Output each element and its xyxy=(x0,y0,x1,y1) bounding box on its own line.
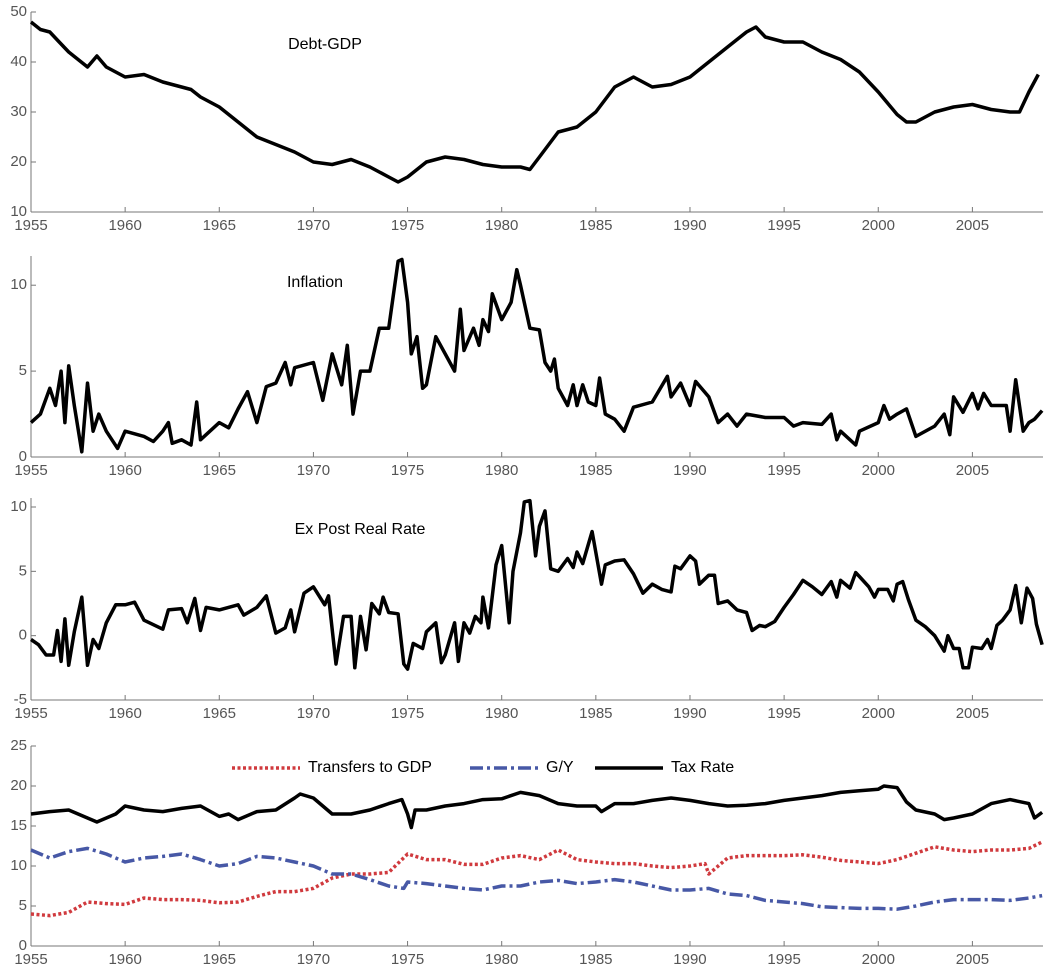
x-tick-label: 1980 xyxy=(485,462,518,479)
series-line xyxy=(29,20,1040,184)
y-tick-label: 40 xyxy=(10,53,27,70)
x-tick-label: 1975 xyxy=(391,217,424,234)
x-tick-label: 1990 xyxy=(673,217,706,234)
x-tick-label: 1960 xyxy=(108,951,141,968)
x-tick-label: 1955 xyxy=(14,217,47,234)
x-tick-label: 1970 xyxy=(297,217,330,234)
x-tick-label: 1960 xyxy=(108,462,141,479)
x-tick-label: 1965 xyxy=(203,951,236,968)
x-tick-label: 1960 xyxy=(108,705,141,722)
x-tick-label: 1990 xyxy=(673,462,706,479)
y-tick-label: 30 xyxy=(10,103,27,120)
x-tick-label: 2000 xyxy=(862,217,895,234)
y-tick-label: 0 xyxy=(19,448,27,465)
panel-label: Debt-GDP xyxy=(288,36,362,53)
series-line xyxy=(30,840,1043,918)
x-tick-label: 1980 xyxy=(485,217,518,234)
y-tick-label: 50 xyxy=(10,3,27,20)
series-line xyxy=(30,498,1044,671)
x-tick-label: 1980 xyxy=(485,951,518,968)
y-tick-label: 20 xyxy=(10,777,27,794)
x-tick-label: 1965 xyxy=(203,217,236,234)
x-tick-label: 1995 xyxy=(767,705,800,722)
x-tick-label: 1970 xyxy=(297,462,330,479)
y-tick-label: -5 xyxy=(14,691,27,708)
y-tick-label: 0 xyxy=(19,627,27,644)
x-tick-label: 1995 xyxy=(767,217,800,234)
x-tick-label: 2005 xyxy=(956,951,989,968)
x-tick-label: 1975 xyxy=(391,951,424,968)
x-tick-label: 1955 xyxy=(14,705,47,722)
y-tick-label: 5 xyxy=(19,562,27,579)
x-tick-label: 1975 xyxy=(391,462,424,479)
y-tick-label: 10 xyxy=(10,276,27,293)
legend-label: G/Y xyxy=(546,759,574,776)
x-tick-label: 1985 xyxy=(579,217,612,234)
x-tick-label: 2000 xyxy=(862,462,895,479)
x-tick-label: 2005 xyxy=(956,217,989,234)
y-tick-label: 10 xyxy=(10,498,27,515)
x-tick-label: 1960 xyxy=(108,217,141,234)
y-tick-label: 25 xyxy=(10,737,27,754)
x-tick-label: 1995 xyxy=(767,462,800,479)
y-tick-label: 20 xyxy=(10,153,27,170)
x-tick-label: 1975 xyxy=(391,705,424,722)
x-tick-label: 2005 xyxy=(956,462,989,479)
y-tick-label: 10 xyxy=(10,857,27,874)
y-tick-label: 5 xyxy=(19,362,27,379)
x-tick-label: 1970 xyxy=(297,951,330,968)
x-tick-label: 1970 xyxy=(297,705,330,722)
legend-label: Transfers to GDP xyxy=(308,759,432,776)
y-tick-label: 10 xyxy=(10,203,27,220)
series-line xyxy=(30,846,1043,911)
x-tick-label: 1990 xyxy=(673,951,706,968)
series-line xyxy=(29,257,1044,454)
panel-label: Inflation xyxy=(287,274,343,291)
x-tick-label: 1995 xyxy=(767,951,800,968)
x-tick-label: 1985 xyxy=(579,705,612,722)
panel-label: Ex Post Real Rate xyxy=(295,521,426,538)
legend-label: Tax Rate xyxy=(671,759,734,776)
x-tick-label: 1955 xyxy=(14,462,47,479)
y-tick-label: 15 xyxy=(10,817,27,834)
x-tick-label: 2000 xyxy=(862,705,895,722)
x-tick-label: 1980 xyxy=(485,705,518,722)
x-tick-label: 2005 xyxy=(956,705,989,722)
y-tick-label: 5 xyxy=(19,897,27,914)
x-tick-label: 1985 xyxy=(579,951,612,968)
x-tick-label: 2000 xyxy=(862,951,895,968)
y-tick-label: 0 xyxy=(19,937,27,954)
x-tick-label: 1985 xyxy=(579,462,612,479)
x-tick-label: 1955 xyxy=(14,951,47,968)
series-line xyxy=(30,784,1044,830)
x-tick-label: 1990 xyxy=(673,705,706,722)
x-tick-label: 1965 xyxy=(203,705,236,722)
x-tick-label: 1965 xyxy=(203,462,236,479)
